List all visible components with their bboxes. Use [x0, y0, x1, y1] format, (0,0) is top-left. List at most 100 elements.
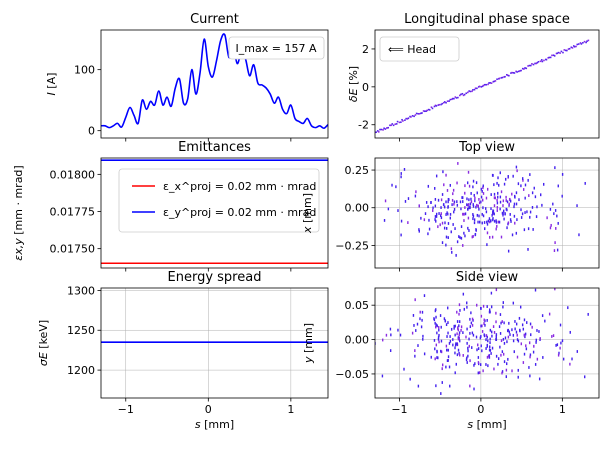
- phase-point: [473, 88, 476, 91]
- phase-point: [380, 128, 383, 131]
- particle-point: [491, 346, 494, 350]
- phase-point: [485, 83, 488, 86]
- phase-point: [545, 58, 548, 61]
- particle-point: [557, 221, 559, 225]
- particle-point: [442, 170, 444, 174]
- particle-point: [415, 329, 417, 332]
- particle-point: [458, 333, 460, 337]
- phase-point: [472, 89, 474, 91]
- particle-point: [521, 177, 524, 180]
- particle-point: [464, 184, 466, 188]
- chart-topview: −0.25 0.00 0.25 Top view x [mm]: [301, 140, 600, 272]
- particle-point: [397, 209, 399, 212]
- particle-point: [460, 328, 462, 332]
- particle-point: [399, 333, 402, 337]
- particle-point: [436, 331, 438, 335]
- phase-point: [547, 57, 550, 59]
- particle-point: [453, 324, 455, 328]
- particle-point: [437, 337, 440, 341]
- phase-point: [511, 71, 513, 74]
- particle-point: [516, 169, 518, 173]
- particle-point: [471, 346, 473, 349]
- particle-point: [454, 324, 456, 328]
- particle-point: [421, 310, 424, 314]
- particle-point: [382, 338, 384, 342]
- particle-point: [450, 327, 453, 331]
- particle-point: [436, 349, 438, 353]
- particle-point: [451, 203, 453, 207]
- particle-point: [400, 172, 402, 175]
- particle-point: [438, 333, 440, 337]
- particle-point: [418, 204, 420, 208]
- particle-point: [531, 191, 534, 195]
- particle-point: [469, 206, 471, 210]
- particle-point: [428, 218, 430, 222]
- phase-point: [474, 87, 477, 90]
- particle-point: [468, 344, 471, 348]
- particle-point: [427, 205, 429, 209]
- particle-point: [449, 183, 451, 187]
- phase-point: [506, 73, 508, 76]
- particle-point: [477, 347, 480, 350]
- particle-point: [446, 335, 448, 338]
- particle-point: [462, 200, 464, 203]
- phase-point: [426, 109, 428, 112]
- phase-point: [375, 131, 377, 133]
- particle-point: [443, 183, 445, 187]
- particle-point: [562, 357, 565, 361]
- x-tick-label: 1: [287, 403, 294, 416]
- particle-point: [470, 321, 473, 325]
- particle-point: [522, 361, 525, 364]
- particle-point: [453, 326, 455, 330]
- particle-point: [487, 364, 489, 368]
- phase-point: [413, 115, 415, 118]
- particle-point: [445, 344, 448, 348]
- phase-point: [516, 71, 518, 73]
- particle-point: [464, 234, 466, 238]
- particle-point: [477, 204, 479, 208]
- particle-point: [445, 243, 447, 247]
- particle-point: [524, 183, 527, 187]
- particle-point: [460, 325, 463, 329]
- phase-point: [557, 51, 560, 54]
- particle-point: [499, 171, 501, 175]
- particle-point: [458, 303, 461, 307]
- particle-point: [511, 328, 513, 332]
- phase-point: [553, 55, 556, 57]
- particle-point: [536, 357, 539, 361]
- particle-point: [446, 348, 448, 352]
- particle-point: [434, 309, 437, 313]
- phase-point: [415, 112, 418, 115]
- particle-point: [505, 375, 508, 379]
- particle-point: [465, 335, 467, 339]
- particle-point: [527, 178, 529, 182]
- particle-point: [515, 330, 518, 334]
- particle-point: [507, 249, 510, 253]
- particle-point: [493, 219, 496, 223]
- particle-point: [460, 225, 463, 229]
- particle-point: [470, 197, 472, 201]
- phase-point: [482, 84, 485, 87]
- phase-point: [422, 110, 425, 112]
- phase-point: [585, 41, 587, 44]
- phase-point: [488, 82, 490, 84]
- particle-point: [443, 205, 446, 209]
- particle-point: [554, 241, 556, 245]
- particle-point: [428, 227, 431, 231]
- phase-point: [440, 103, 442, 106]
- particle-point: [469, 359, 471, 363]
- particle-point: [447, 205, 449, 208]
- particle-point: [490, 291, 493, 295]
- particle-point: [489, 345, 491, 349]
- particle-point: [476, 191, 478, 195]
- particle-point: [475, 228, 477, 231]
- phase-point: [452, 97, 454, 100]
- phase-point: [376, 130, 379, 132]
- particle-point: [467, 354, 469, 358]
- particle-point: [480, 307, 482, 310]
- particle-point: [486, 343, 488, 347]
- phase-point: [398, 121, 401, 124]
- particle-point: [529, 355, 531, 359]
- particle-point: [403, 367, 405, 371]
- particle-point: [470, 200, 473, 204]
